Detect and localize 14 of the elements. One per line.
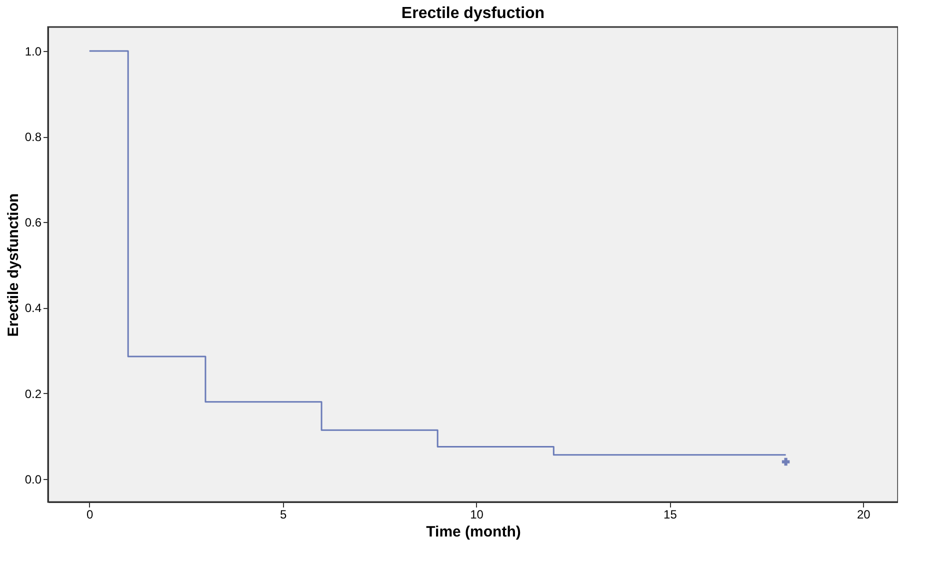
y-tick-label: 0.4 — [24, 301, 42, 316]
y-axis-title: Erectile dysfunction — [4, 193, 22, 337]
chart-title: Erectile dysfuction — [401, 5, 545, 22]
y-tick-label: 0.2 — [24, 386, 42, 401]
x-tick-label: 0 — [86, 508, 94, 522]
y-tick-label: 1.0 — [24, 44, 42, 58]
x-tick-label: 15 — [664, 508, 678, 522]
x-tick-label: 10 — [470, 508, 484, 522]
x-axis-title: Time (month) — [426, 524, 521, 540]
y-tick-label: 0.8 — [24, 130, 42, 144]
x-tick-label: 5 — [280, 508, 287, 522]
x-tick-label: 20 — [857, 508, 871, 522]
y-tick-label: 0.6 — [24, 216, 42, 230]
y-tick-label: 0.0 — [24, 472, 42, 486]
